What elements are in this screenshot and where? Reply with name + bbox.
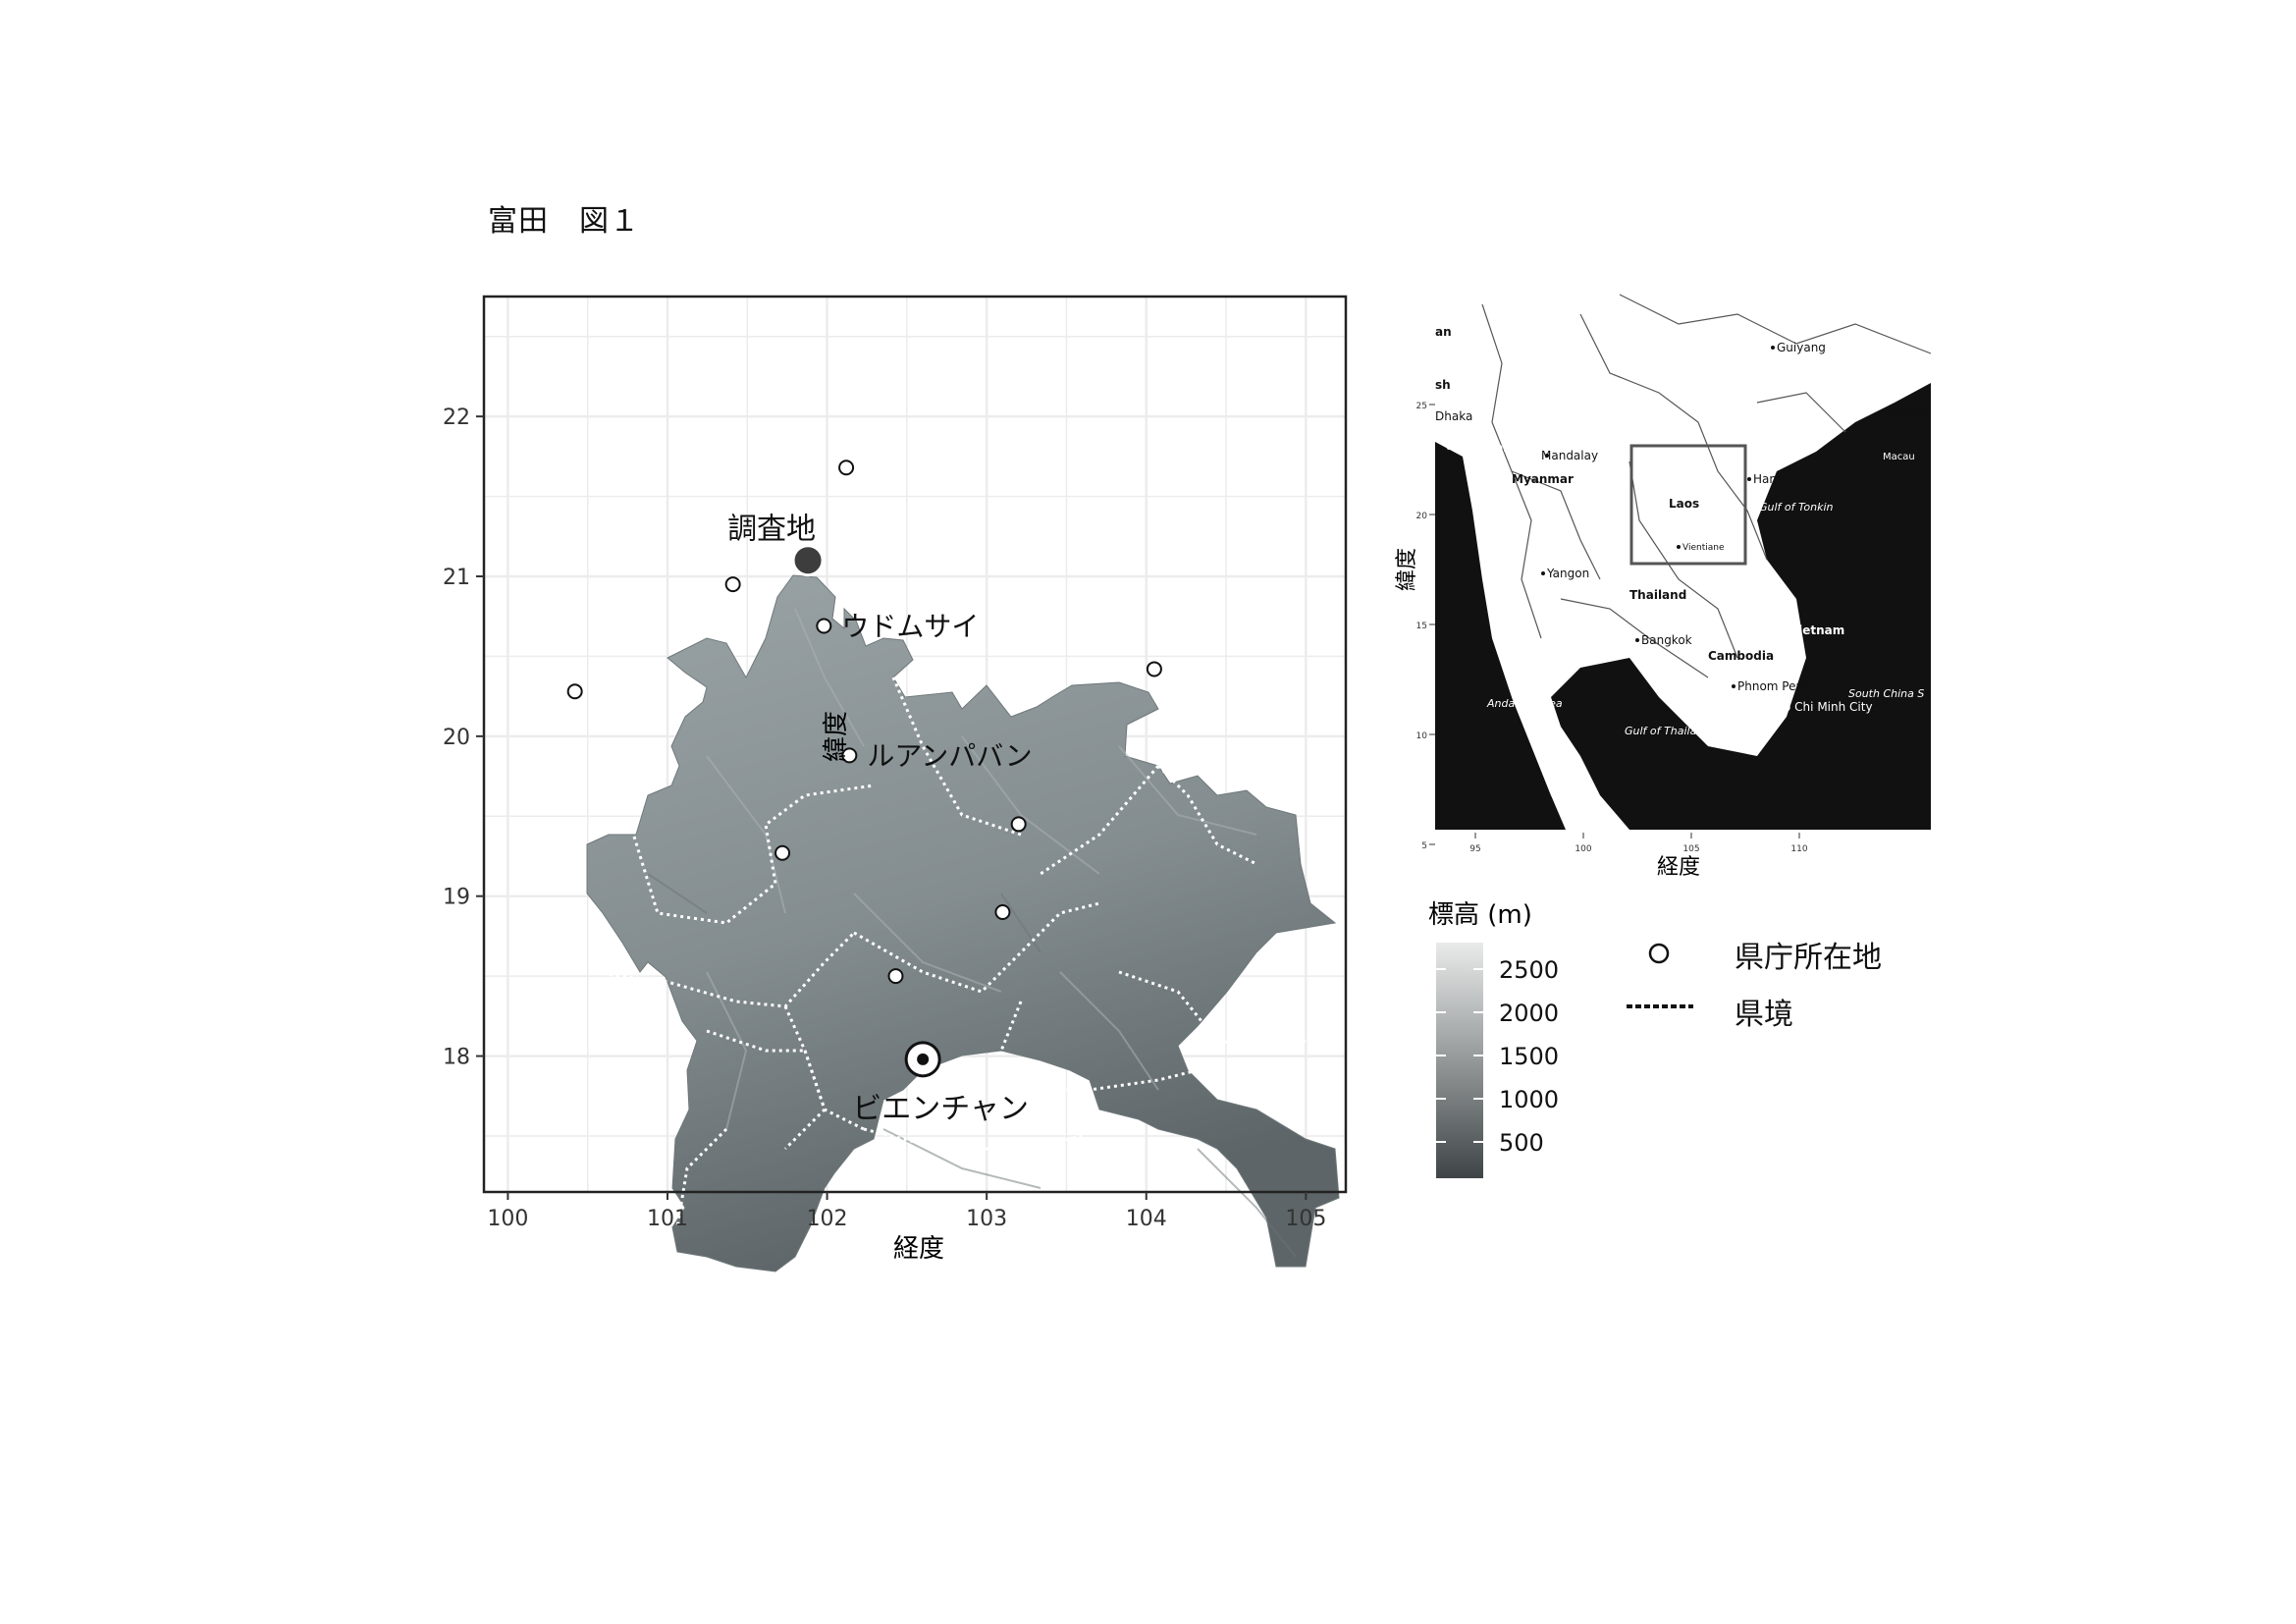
elevation-legend-title: 標高 (m) xyxy=(1428,900,1532,930)
capital-label: ビエンチャン xyxy=(852,1092,1029,1126)
label-thailand: Thailand xyxy=(1629,588,1686,602)
label-guiyang: Guiyang xyxy=(1777,341,1826,354)
elevation-tick-500: 500 xyxy=(1499,1129,1544,1157)
laos-extent-box xyxy=(1629,444,1747,566)
elevation-legend: 標高 (m) 2500 2000 1500 1000 500 xyxy=(1428,900,1559,1178)
label-dhaka: Dhaka xyxy=(1435,409,1472,423)
province-borders xyxy=(588,677,1307,1228)
legend-province-border: 県境 xyxy=(1735,998,1793,1032)
provincial-capital-marker xyxy=(1146,661,1162,677)
y-tick-label-20: 20 xyxy=(443,726,470,750)
label-cambodia: Cambodia xyxy=(1708,649,1774,663)
label-bangkok: Bangkok xyxy=(1641,633,1692,647)
open-circle-icon xyxy=(1648,943,1670,964)
label-vietnam: Vietnam xyxy=(1789,623,1844,637)
label-phnom-penh: Phnom Penh xyxy=(1737,679,1811,693)
inset-y-tick-20: 20 xyxy=(1416,512,1428,521)
inset-map: Myanmar Laos Thailand Vietnam Cambodia G… xyxy=(1395,290,1932,880)
provincial-capital-marker xyxy=(816,618,832,634)
study-site-label: 調査地 xyxy=(727,513,816,547)
inset-x-axis-label: 経度 xyxy=(1657,855,1700,880)
inset-x-tick-95: 95 xyxy=(1469,844,1480,854)
inset-y-tick-25: 25 xyxy=(1416,402,1427,411)
provincial-capital-marker xyxy=(1010,816,1027,833)
provincial-capital-marker xyxy=(774,844,791,861)
elevation-tick-1500: 1500 xyxy=(1499,1043,1559,1070)
label-andaman-sea: Andaman Sea xyxy=(1486,697,1563,710)
label-gulf-of-tonkin: Gulf of Tonkin xyxy=(1759,501,1834,514)
label-vientiane: Vientiane xyxy=(1682,543,1725,553)
elevation-tick-1000: 1000 xyxy=(1499,1086,1559,1113)
inset-y-tick-10: 10 xyxy=(1416,731,1428,741)
x-tick-label-102: 102 xyxy=(807,1207,848,1231)
provincial-capital-marker xyxy=(841,747,858,764)
x-tick-label-104: 104 xyxy=(1126,1207,1167,1231)
label-an: an xyxy=(1435,325,1452,339)
label-guang: Guang xyxy=(1888,406,1926,419)
label-laos: Laos xyxy=(1669,497,1699,511)
inset-x-tick-105: 105 xyxy=(1682,844,1699,854)
main-map: 100 101 102 103 104 105 18 19 20 21 22 ウドムサイルアンパバ… xyxy=(443,295,1348,1272)
label-chittagong: Chittagong xyxy=(1453,441,1518,455)
label-yangon: Yangon xyxy=(1546,567,1589,580)
label-ho-chi-minh-city: Ho Chi Minh City xyxy=(1775,700,1873,714)
y-tick-label-18: 18 xyxy=(443,1046,470,1070)
label-sh: sh xyxy=(1435,378,1451,392)
inset-y-tick-15: 15 xyxy=(1416,622,1427,631)
provincial-capital-marker xyxy=(887,968,904,985)
elevation-tick-2500: 2500 xyxy=(1499,956,1559,984)
x-tick-label-101: 101 xyxy=(647,1207,688,1231)
x-tick-label-103: 103 xyxy=(966,1207,1007,1231)
label-myanmar: Myanmar xyxy=(1512,472,1574,486)
legend-provincial-capital: 県庁所在地 xyxy=(1735,941,1882,975)
figure-title: 富田 図１ xyxy=(488,204,640,239)
provincial-capital-marker xyxy=(994,904,1011,920)
inset-x-tick-110: 110 xyxy=(1790,844,1807,854)
y-tick-label-22: 22 xyxy=(443,406,470,430)
label-south-china-sea: South China S xyxy=(1848,687,1924,700)
label-hanoi: Hanoi xyxy=(1753,472,1788,486)
y-tick-label-21: 21 xyxy=(443,566,470,590)
elevation-colorbar xyxy=(1436,943,1483,1178)
label-gulf-of-thailand: Gulf of Thailand xyxy=(1625,725,1711,737)
inset-y-axis-label: 緯度 xyxy=(1395,548,1419,591)
elevation-tick-2000: 2000 xyxy=(1499,1000,1559,1027)
inset-x-tick-100: 100 xyxy=(1575,844,1591,854)
town-label: ルアンパバン xyxy=(867,739,1032,772)
sea-shape xyxy=(1435,442,1571,830)
y-tick-label-19: 19 xyxy=(443,886,470,910)
laos-relief xyxy=(586,574,1340,1272)
x-axis-label: 経度 xyxy=(893,1234,944,1264)
label-macau: Macau xyxy=(1883,452,1915,462)
inset-y-tick-5: 5 xyxy=(1421,841,1427,851)
x-tick-label-100: 100 xyxy=(487,1207,528,1231)
capital-marker-dot xyxy=(917,1053,930,1065)
town-label: ウドムサイ xyxy=(841,610,979,642)
study-site-marker xyxy=(791,544,825,577)
label-mandalay: Mandalay xyxy=(1541,449,1598,462)
y-axis-label: 緯度 xyxy=(822,711,851,762)
provincial-capital-marker xyxy=(838,460,855,476)
provincial-capital-marker xyxy=(566,683,583,700)
symbol-legend: 県庁所在地 県境 xyxy=(1625,933,1958,1041)
x-tick-label-105: 105 xyxy=(1285,1207,1326,1231)
provincial-capital-marker xyxy=(724,576,741,593)
